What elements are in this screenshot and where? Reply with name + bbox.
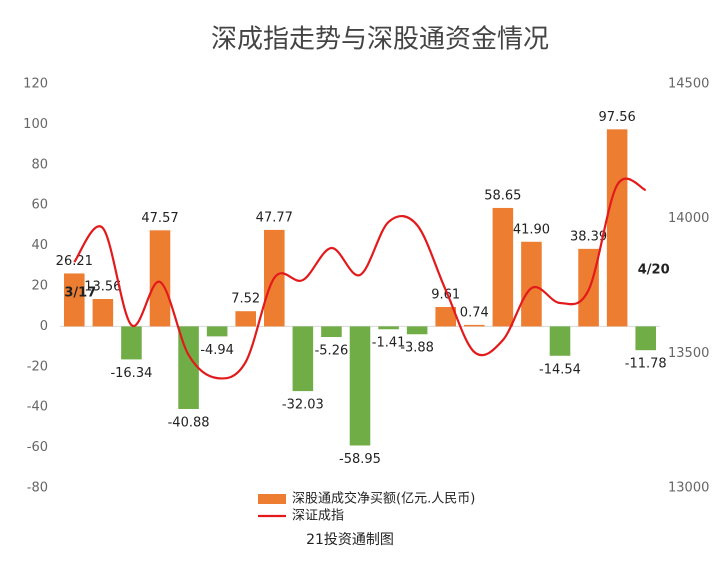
data-label: -1.41 (372, 336, 406, 351)
data-label: 58.65 (484, 188, 521, 203)
data-label: 0.74 (460, 305, 489, 320)
bar (406, 326, 428, 335)
data-label: -16.34 (110, 366, 152, 381)
data-label: -40.88 (168, 415, 210, 430)
data-label: -4.94 (200, 343, 234, 358)
bar (549, 326, 571, 356)
y2-tick-label: 13500 (668, 346, 709, 361)
y-tick-label: 20 (31, 279, 48, 294)
legend-swatch (258, 494, 286, 504)
data-label: -14.54 (539, 362, 581, 377)
y-tick-label: 100 (23, 117, 48, 132)
date-label: 4/20 (638, 263, 670, 278)
bar (521, 241, 542, 327)
bar (464, 324, 485, 327)
y-tick-label: -80 (27, 481, 48, 496)
y-tick-label: 80 (31, 157, 48, 172)
data-label: -3.88 (400, 341, 434, 356)
data-label: -32.03 (282, 398, 324, 413)
y-tick-label: 40 (31, 238, 48, 253)
bar (292, 326, 314, 392)
y2-tick-label: 13000 (668, 481, 709, 496)
source: 21投资通制图 (306, 532, 394, 548)
bar (435, 306, 456, 327)
bar (149, 230, 171, 327)
bar (349, 326, 371, 446)
data-label: -5.26 (315, 344, 349, 359)
y-tick-label: -20 (27, 359, 48, 374)
index-line (73, 177, 647, 380)
data-label: 47.57 (141, 211, 178, 226)
bar (121, 326, 142, 360)
bar (606, 129, 628, 327)
chart-title: 深成指走势与深股通资金情况 (211, 25, 549, 55)
y-tick-label: -60 (27, 440, 48, 455)
bar (492, 207, 514, 327)
y-tick-label: 0 (40, 319, 48, 334)
data-label: 41.90 (513, 222, 550, 237)
bar (321, 326, 342, 338)
bar (64, 273, 85, 327)
y-tick-label: -40 (27, 400, 48, 415)
bar (92, 299, 114, 327)
bar (378, 326, 399, 330)
y-tick-label: 60 (31, 198, 48, 213)
data-label: 38.39 (570, 229, 607, 244)
y2-tick-label: 14500 (668, 77, 709, 92)
data-label: -58.95 (339, 452, 381, 467)
y-tick-label: 120 (23, 77, 48, 92)
date-label: 3/17 (64, 286, 96, 301)
bar (635, 326, 656, 351)
legend-label: 深证成指 (292, 509, 344, 524)
data-label: 7.52 (231, 292, 260, 307)
bar (178, 326, 199, 409)
bar (235, 311, 256, 327)
data-label: 47.77 (256, 210, 293, 225)
data-label: 13.56 (84, 280, 121, 295)
legend-label: 深股通成交净买额(亿元.人民币) (292, 491, 475, 507)
data-label: 97.56 (599, 110, 636, 125)
y2-tick-label: 14000 (668, 211, 709, 226)
data-label: -11.78 (625, 357, 667, 372)
data-label: 9.61 (431, 287, 460, 302)
bar (206, 326, 228, 337)
